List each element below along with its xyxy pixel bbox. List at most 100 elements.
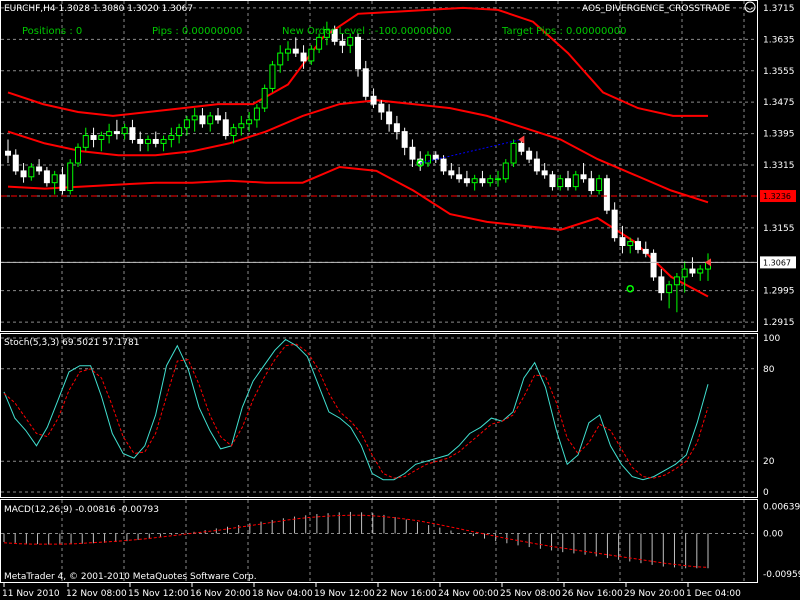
x-tick-label: 11 Nov 2010 <box>2 589 60 599</box>
price-label-box <box>760 256 796 269</box>
price-label-box <box>760 190 796 203</box>
candle-body <box>510 142 517 164</box>
candle-body <box>533 158 540 172</box>
candle-body <box>572 174 579 188</box>
price-label: 1.3236 <box>763 192 791 201</box>
candle-body <box>635 241 641 250</box>
band-lower-line <box>7 165 709 298</box>
macd-tick-label: 0.00639 <box>763 502 800 512</box>
macd-panel-frame <box>0 499 758 583</box>
candle-body <box>238 123 245 129</box>
arrow-marker <box>518 135 525 144</box>
candle-body <box>370 95 377 105</box>
candle-body <box>580 174 587 180</box>
candle-body <box>658 276 665 294</box>
band-middle-line <box>7 99 709 204</box>
pips-text: Pips : 0.00000000 <box>152 26 242 37</box>
candle-body <box>292 48 299 54</box>
positions-text: Positions : 0 <box>22 26 82 37</box>
candle-body <box>176 127 183 137</box>
candle-body <box>51 174 58 184</box>
price-tick-label: 1.2915 <box>763 318 795 328</box>
candle-body <box>191 115 198 121</box>
candle-body <box>308 48 315 62</box>
candle-body <box>82 135 89 148</box>
x-tick-label: 25 Nov 08:00 <box>500 589 561 599</box>
candle-body <box>5 150 11 156</box>
divergence-connector-line <box>420 138 522 164</box>
candle-body <box>215 115 221 121</box>
x-tick-label: 1 Dec 04:00 <box>686 589 741 599</box>
order-level-text: New Order Level : -100.00000000 <box>282 26 451 37</box>
price-tick-label: 1.3555 <box>763 67 795 77</box>
candle-body <box>36 166 43 172</box>
arrow-marker <box>705 258 711 267</box>
candle-body <box>697 268 704 274</box>
candle-body <box>28 166 35 178</box>
candle-body <box>448 170 455 176</box>
grid <box>1 1 757 582</box>
candle-body <box>207 115 214 125</box>
candle-body <box>323 29 330 38</box>
candle-body <box>355 36 361 70</box>
candle-body <box>479 178 486 184</box>
candle-body <box>316 36 323 50</box>
candle-body <box>565 178 571 188</box>
candle-body <box>440 158 447 172</box>
x-tick-label: 26 Nov 16:00 <box>562 589 623 599</box>
candles <box>5 21 711 313</box>
x-tick-label: 29 Nov 20:00 <box>624 589 685 599</box>
stoch-tick-label: 80 <box>763 365 775 375</box>
y-axis-labels: 1.3715 1.3635 1.3555 1.3475 1.3395 1.3315 1.32… <box>760 4 800 580</box>
candle-body <box>596 178 603 192</box>
stoch-tick-label: 100 <box>763 334 780 344</box>
candle-body <box>230 127 237 137</box>
indicator-name: AOS_DIVERGENCE_CROSSTRADE <box>582 4 730 14</box>
candle-body <box>378 103 385 113</box>
candle-body <box>59 174 66 192</box>
target-pips-text: Target Pips : 0.00000000 <box>501 26 626 37</box>
band-upper-line <box>7 6 708 117</box>
panel-frames <box>0 0 758 583</box>
stochastic-lines <box>3 338 709 481</box>
candle-body <box>386 111 393 125</box>
candle-body <box>471 178 478 184</box>
candle-body <box>246 119 253 125</box>
candle-body <box>689 268 696 274</box>
macd-signal-line <box>3 514 709 568</box>
candle-body <box>285 48 291 54</box>
candle-body <box>113 131 120 135</box>
candle-body <box>199 115 206 125</box>
macd-tick-label: 0.00 <box>763 530 783 540</box>
x-tick-label: 22 Nov 16:00 <box>376 589 437 599</box>
candle-body <box>168 135 175 140</box>
macd-tick-label: -0.00959 <box>763 570 800 580</box>
candle-body <box>300 52 307 62</box>
candle-body <box>183 119 190 129</box>
price-tick-label: 1.3155 <box>763 224 795 234</box>
candle-body <box>673 276 680 286</box>
x-tick-label: 16 Nov 20:00 <box>190 589 251 599</box>
candle-body <box>611 209 618 239</box>
x-tick-label: 18 Nov 04:00 <box>252 589 313 599</box>
candle-body <box>253 107 260 121</box>
price-panel-frame <box>0 0 758 332</box>
candle-body <box>339 40 346 46</box>
candle-body <box>90 135 97 140</box>
x-tick-label: 24 Nov 00:00 <box>438 589 499 599</box>
candle-body <box>463 178 470 184</box>
smiley-icon <box>744 1 756 13</box>
price-tick-label: 1.3635 <box>763 35 795 45</box>
overlays <box>1 135 757 293</box>
candle-body <box>145 138 151 144</box>
candle-body <box>502 162 509 180</box>
candle-body <box>160 138 167 144</box>
candle-body <box>642 248 649 254</box>
price-tick-label: 1.3315 <box>763 161 795 171</box>
bollinger-bands <box>7 6 709 298</box>
candle-body <box>347 36 354 46</box>
candle-body <box>549 174 556 188</box>
entry-marker <box>416 159 424 167</box>
symbol-info: EURCHF,H4 1.3028 1.3080 1.3020 1.3067 <box>4 4 193 14</box>
